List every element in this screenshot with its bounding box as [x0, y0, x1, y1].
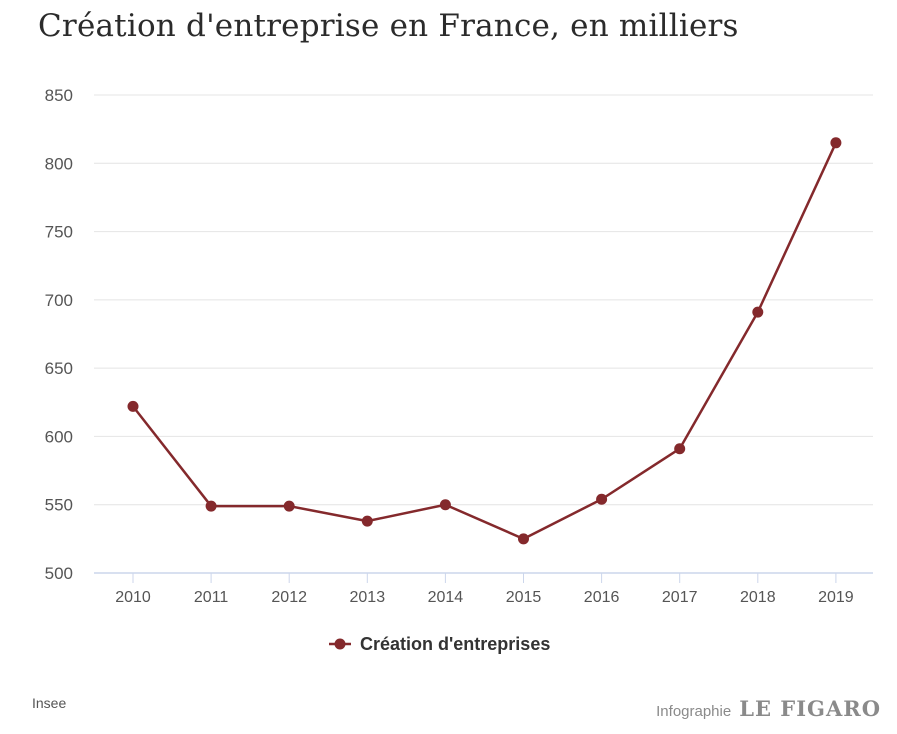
y-tick-label: 800 [45, 154, 73, 173]
data-point[interactable] [830, 137, 842, 149]
legend[interactable]: Création d'entreprises [329, 634, 550, 654]
data-point[interactable] [596, 493, 608, 505]
y-tick-label: 600 [45, 427, 73, 446]
x-tick-label: 2014 [428, 589, 464, 606]
data-point[interactable] [361, 515, 373, 527]
legend-marker [334, 638, 346, 650]
x-tick-label: 2012 [271, 589, 307, 606]
y-tick-label: 650 [45, 359, 73, 378]
y-tick-label: 550 [45, 496, 73, 515]
x-tick-label: 2013 [350, 589, 386, 606]
x-axis: 2010 2011 2012 2013 2014 2015 2016 2017 2018 2019 [94, 572, 873, 606]
data-point[interactable] [752, 306, 764, 318]
series-line [132, 142, 838, 541]
legend-label: Création d'entreprises [360, 634, 550, 654]
credit-prefix: Infographie [656, 703, 732, 720]
gridlines [94, 94, 873, 506]
data-point[interactable] [439, 499, 451, 511]
credit: Infographie LE FIGARO [656, 696, 881, 721]
x-tick-label: 2018 [740, 589, 776, 606]
y-axis: 500 550 600 650 700 750 800 850 [45, 86, 73, 583]
source-note: Insee [32, 695, 67, 711]
x-tick-label: 2017 [662, 589, 698, 606]
x-tick-label: 2010 [115, 589, 151, 606]
data-point[interactable] [205, 500, 217, 512]
chart-title: Création d'entreprise en France, en mill… [38, 8, 739, 44]
data-point[interactable] [674, 443, 686, 455]
data-point[interactable] [127, 400, 139, 412]
y-tick-label: 850 [45, 86, 73, 105]
y-tick-label: 750 [45, 223, 73, 242]
x-tick-label: 2019 [818, 589, 854, 606]
y-tick-label: 700 [45, 291, 73, 310]
x-tick-label: 2015 [506, 589, 542, 606]
series-group [127, 137, 842, 545]
y-tick-label: 500 [45, 564, 73, 583]
data-point[interactable] [283, 500, 295, 512]
x-tick-label: 2011 [194, 589, 229, 606]
brand-logo: LE FIGARO [739, 696, 881, 721]
data-point[interactable] [518, 533, 529, 545]
x-tick-label: 2016 [584, 589, 620, 606]
